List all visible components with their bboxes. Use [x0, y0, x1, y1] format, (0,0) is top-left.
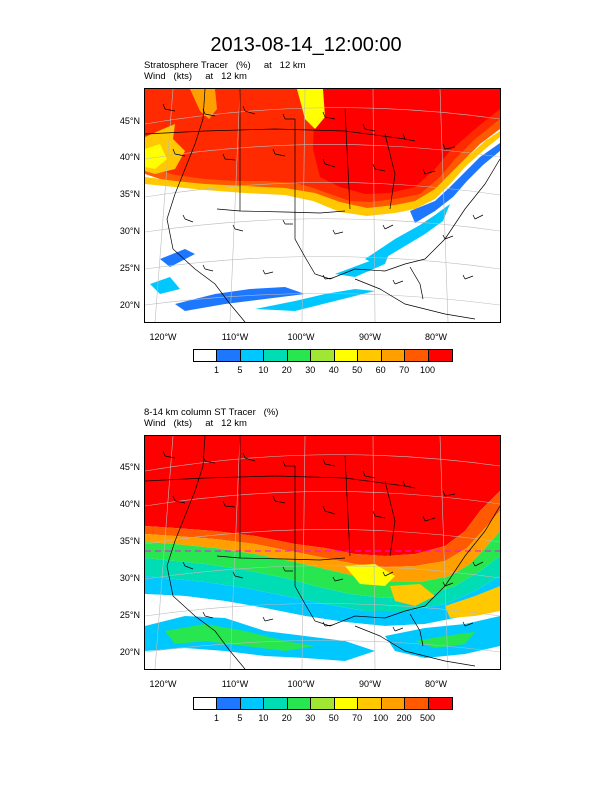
panel2-lat-label: 30°N	[119, 573, 140, 583]
colorbar-label: 5	[237, 713, 243, 723]
colorbar-label: 70	[352, 713, 363, 723]
colorbar-box	[240, 698, 265, 709]
panel1-lon-label: 120°W	[149, 332, 177, 342]
colorbar-box	[405, 350, 429, 361]
colorbar-label: 30	[305, 365, 316, 375]
colorbar-box	[194, 350, 218, 361]
panel2-lon-label: 80°W	[424, 679, 448, 689]
panel2-colorbar	[193, 697, 453, 710]
colorbar-label: 5	[237, 365, 243, 375]
colorbar-label: 500	[420, 713, 436, 723]
panel2-lon-label: 110°W	[221, 679, 249, 689]
panel1-lat-label: 25°N	[119, 263, 140, 273]
colorbar-label: 70	[399, 365, 410, 375]
colorbar-label: 50	[328, 713, 339, 723]
panel1-lon-label: 110°W	[221, 332, 249, 342]
panel2-lat-label: 25°N	[119, 610, 140, 620]
colorbar-box	[381, 698, 406, 709]
panel2-lat-label: 40°N	[119, 499, 140, 509]
colorbar-box	[334, 350, 359, 361]
panel2-lon-label: 120°W	[149, 679, 177, 689]
colorbar-box	[405, 698, 429, 709]
colorbar-box	[194, 698, 218, 709]
colorbar-box	[428, 350, 452, 361]
panel1-subtitle: Wind (kts) at 12 km	[144, 71, 247, 82]
colorbar-box	[264, 698, 288, 709]
panel2-map-graphic	[145, 436, 500, 669]
colorbar-label: 50	[352, 365, 363, 375]
colorbar-box	[358, 698, 382, 709]
colorbar-label: 1	[213, 365, 219, 375]
panel1-lon-label: 80°W	[424, 332, 448, 342]
panel1-lat-label: 45°N	[119, 116, 140, 126]
panel1-lat-label: 30°N	[119, 226, 140, 236]
panel1-lon-label: 100°W	[287, 332, 315, 342]
panel2-map	[144, 435, 501, 670]
panel2-title: 8-14 km column ST Tracer (%)	[144, 407, 279, 418]
colorbar-label: 60	[375, 365, 386, 375]
colorbar-label: 30	[305, 713, 316, 723]
colorbar-label: 10	[258, 713, 269, 723]
panel2-lon-label: 100°W	[287, 679, 315, 689]
colorbar-box	[311, 698, 335, 709]
panel2-lat-label: 35°N	[119, 536, 140, 546]
colorbar-box	[428, 698, 452, 709]
colorbar-label: 1	[213, 713, 219, 723]
colorbar-label: 100	[420, 365, 436, 375]
panel1-map-graphic	[145, 89, 500, 322]
panel1-lat-label: 20°N	[119, 300, 140, 310]
colorbar-box	[381, 350, 406, 361]
colorbar-label: 40	[328, 365, 339, 375]
panel1-lon-label: 90°W	[358, 332, 382, 342]
panel1-title: Stratosphere Tracer (%) at 12 km	[144, 60, 306, 71]
colorbar-box	[311, 350, 335, 361]
colorbar-label: 200	[396, 713, 412, 723]
panel2-lon-label: 90°W	[358, 679, 382, 689]
colorbar-label: 10	[258, 365, 269, 375]
panel2-lat-label: 20°N	[119, 647, 140, 657]
colorbar-box	[358, 350, 382, 361]
colorbar-box	[217, 350, 241, 361]
panel2-subtitle: Wind (kts) at 12 km	[144, 418, 247, 429]
panel1-lat-label: 35°N	[119, 189, 140, 199]
colorbar-label: 20	[281, 365, 292, 375]
colorbar-box	[287, 350, 312, 361]
colorbar-box	[287, 698, 312, 709]
panel1-colorbar	[193, 349, 453, 362]
panel1-map	[144, 88, 501, 323]
colorbar-box	[334, 698, 359, 709]
colorbar-label: 20	[281, 713, 292, 723]
colorbar-box	[240, 350, 265, 361]
colorbar-box	[217, 698, 241, 709]
colorbar-box	[264, 350, 288, 361]
panel1-lat-label: 40°N	[119, 152, 140, 162]
panel2-lat-label: 45°N	[119, 462, 140, 472]
plot-title: 2013-08-14_12:00:00	[210, 34, 402, 56]
colorbar-label: 100	[373, 713, 389, 723]
